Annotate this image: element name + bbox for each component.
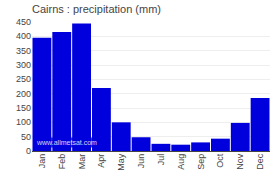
svg-text:May: May: [116, 153, 126, 171]
svg-text:Dec: Dec: [255, 153, 265, 170]
svg-text:Cairns : precipitation (mm): Cairns : precipitation (mm): [32, 3, 161, 15]
svg-text:350: 350: [16, 46, 31, 56]
svg-text:Feb: Feb: [57, 154, 67, 170]
svg-text:Jan: Jan: [37, 154, 47, 169]
svg-text:Apr: Apr: [96, 154, 106, 168]
svg-text:0: 0: [26, 146, 31, 156]
svg-text:400: 400: [16, 31, 31, 41]
svg-text:Jun: Jun: [136, 154, 146, 169]
svg-text:250: 250: [16, 74, 31, 84]
svg-text:Aug: Aug: [176, 154, 186, 170]
svg-text:www.allmetsat.com: www.allmetsat.com: [36, 139, 97, 146]
svg-text:Nov: Nov: [235, 153, 245, 170]
svg-text:200: 200: [16, 89, 31, 99]
svg-text:Oct: Oct: [215, 153, 225, 168]
svg-text:50: 50: [21, 132, 31, 142]
svg-text:300: 300: [16, 60, 31, 70]
svg-text:100: 100: [16, 117, 31, 127]
svg-text:450: 450: [16, 17, 31, 27]
svg-text:Sep: Sep: [196, 154, 206, 170]
svg-text:150: 150: [16, 103, 31, 113]
svg-text:Mar: Mar: [77, 154, 87, 170]
svg-text:Jul: Jul: [156, 154, 166, 166]
